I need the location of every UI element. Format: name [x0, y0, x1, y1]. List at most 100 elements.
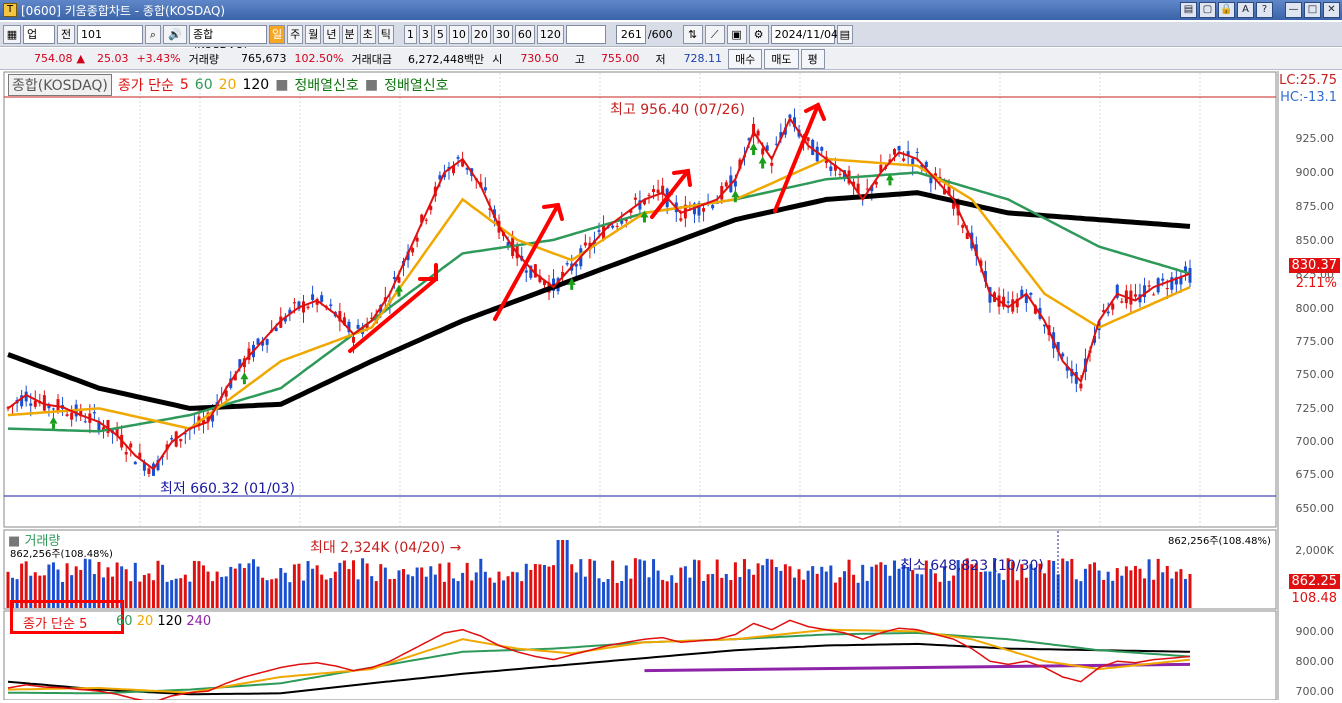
lock-icon[interactable]: 🔒 — [1218, 2, 1235, 18]
candle-body — [1188, 268, 1192, 283]
count-input[interactable]: 261 — [615, 24, 646, 44]
chart-title-box[interactable]: 종합(KOSDAQ) — [8, 74, 112, 96]
maximize-button[interactable]: □ — [1304, 2, 1321, 18]
interval-20[interactable]: 20 — [470, 24, 491, 44]
code-input[interactable]: 101 — [77, 24, 143, 44]
volume-bar — [83, 558, 87, 608]
candle-body — [642, 199, 646, 205]
candle-body — [311, 294, 315, 300]
sell-button[interactable]: 매도 — [764, 48, 799, 69]
volume-bar — [1120, 575, 1124, 608]
axis-label: 700.00 — [1295, 435, 1335, 448]
prev-button[interactable]: 전 — [57, 24, 75, 44]
volume-bar — [292, 564, 296, 608]
ma-panel-20: 20 — [136, 614, 154, 629]
candle-body — [452, 165, 456, 174]
volume-bar — [861, 564, 865, 608]
interval-3[interactable]: 3 — [418, 24, 432, 44]
interval-30[interactable]: 30 — [492, 24, 513, 44]
interval-120[interactable]: 120 — [536, 24, 564, 44]
ma-5-line — [7, 116, 1191, 471]
volume-bar — [815, 573, 819, 608]
save-icon[interactable]: ▣ — [726, 24, 747, 44]
volume-tag: 862.25 — [1288, 574, 1340, 589]
font-icon[interactable]: A — [1237, 2, 1254, 18]
axis-label: 675.00 — [1295, 468, 1335, 481]
period-tick[interactable]: 틱 — [377, 24, 394, 44]
volume-bar — [724, 573, 728, 608]
up-signal-icon — [394, 284, 403, 292]
chart-area[interactable] — [0, 71, 1342, 703]
volume-bar — [752, 574, 756, 608]
volume-bar — [697, 560, 701, 608]
interval-60[interactable]: 60 — [514, 24, 535, 44]
period-day[interactable]: 일 — [269, 24, 286, 44]
period-second[interactable]: 초 — [359, 24, 376, 44]
minimize-button[interactable]: — — [1285, 2, 1302, 18]
eval-button[interactable]: 평 — [800, 48, 825, 69]
volume-bar — [883, 564, 887, 608]
volume-bar — [42, 575, 46, 608]
calendar-icon[interactable]: ▤ — [836, 24, 853, 44]
volume-bar — [352, 560, 356, 608]
candle-body — [865, 188, 869, 190]
close-button[interactable]: ✕ — [1323, 2, 1340, 18]
interval-5[interactable]: 5 — [433, 24, 447, 44]
speaker-icon[interactable]: 🔊 — [163, 24, 187, 44]
signal-label-2: 정배열신호 — [384, 78, 449, 94]
volume-bar — [842, 571, 846, 608]
period-year[interactable]: 년 — [323, 24, 340, 44]
candle-body — [33, 400, 37, 407]
market-select[interactable]: 업 — [23, 24, 55, 44]
candle-body — [488, 208, 492, 210]
volume-bar — [365, 563, 369, 608]
candle-body — [920, 164, 924, 170]
volume-label: 거래량 — [188, 52, 220, 66]
up-signal-icon — [640, 210, 649, 218]
interval-1[interactable]: 1 — [403, 24, 417, 44]
up-arrow-icon: ▲ — [76, 52, 85, 65]
candle-body — [51, 408, 55, 410]
period-month[interactable]: 월 — [305, 24, 322, 44]
layout-icon[interactable]: ▤ — [1180, 2, 1197, 18]
ma-panel-60: 60 — [116, 614, 133, 629]
settings-icon[interactable]: ⚙ — [748, 24, 769, 44]
volume-bar — [315, 565, 319, 608]
candle-body — [697, 202, 701, 216]
volume-bar — [820, 566, 824, 608]
volume-bar — [533, 564, 537, 608]
interval-10[interactable]: 10 — [448, 24, 469, 44]
volume-bar — [688, 577, 692, 608]
indicator-icon[interactable]: ⟋ — [704, 24, 725, 44]
candle-body — [1061, 353, 1065, 357]
volume-bar — [720, 577, 724, 608]
volume-bar — [251, 559, 255, 608]
candle-body — [720, 185, 724, 200]
volume-bar — [970, 564, 974, 608]
volume-bar — [1061, 558, 1065, 608]
buy-button[interactable]: 매수 — [728, 48, 763, 69]
window-icon[interactable]: ▢ — [1199, 2, 1216, 18]
menu-icon[interactable]: ▦ — [3, 24, 21, 44]
chart-type-icon[interactable]: ⇅ — [682, 24, 703, 44]
help-icon[interactable]: ? — [1256, 2, 1273, 18]
candle-body — [206, 412, 210, 422]
candle-body — [1179, 277, 1183, 285]
volume-bar — [238, 563, 242, 608]
volume-bar — [342, 560, 346, 608]
interval-custom[interactable] — [565, 24, 606, 44]
period-minute[interactable]: 분 — [341, 24, 358, 44]
candle-body — [602, 226, 606, 241]
volume-bar — [197, 561, 201, 608]
period-week[interactable]: 주 — [287, 24, 304, 44]
volume-bar — [429, 566, 433, 608]
volume-bar — [1015, 580, 1019, 608]
volume-bar — [674, 582, 678, 608]
search-icon[interactable]: ⌕ — [145, 24, 161, 44]
candle-body — [929, 177, 933, 184]
date-input[interactable]: 2024/11/04 — [770, 24, 838, 44]
price-chart-svg[interactable] — [0, 71, 1342, 703]
volume-bar — [1106, 571, 1110, 608]
up-signal-icon — [731, 190, 740, 198]
trend-arrow — [773, 103, 820, 213]
